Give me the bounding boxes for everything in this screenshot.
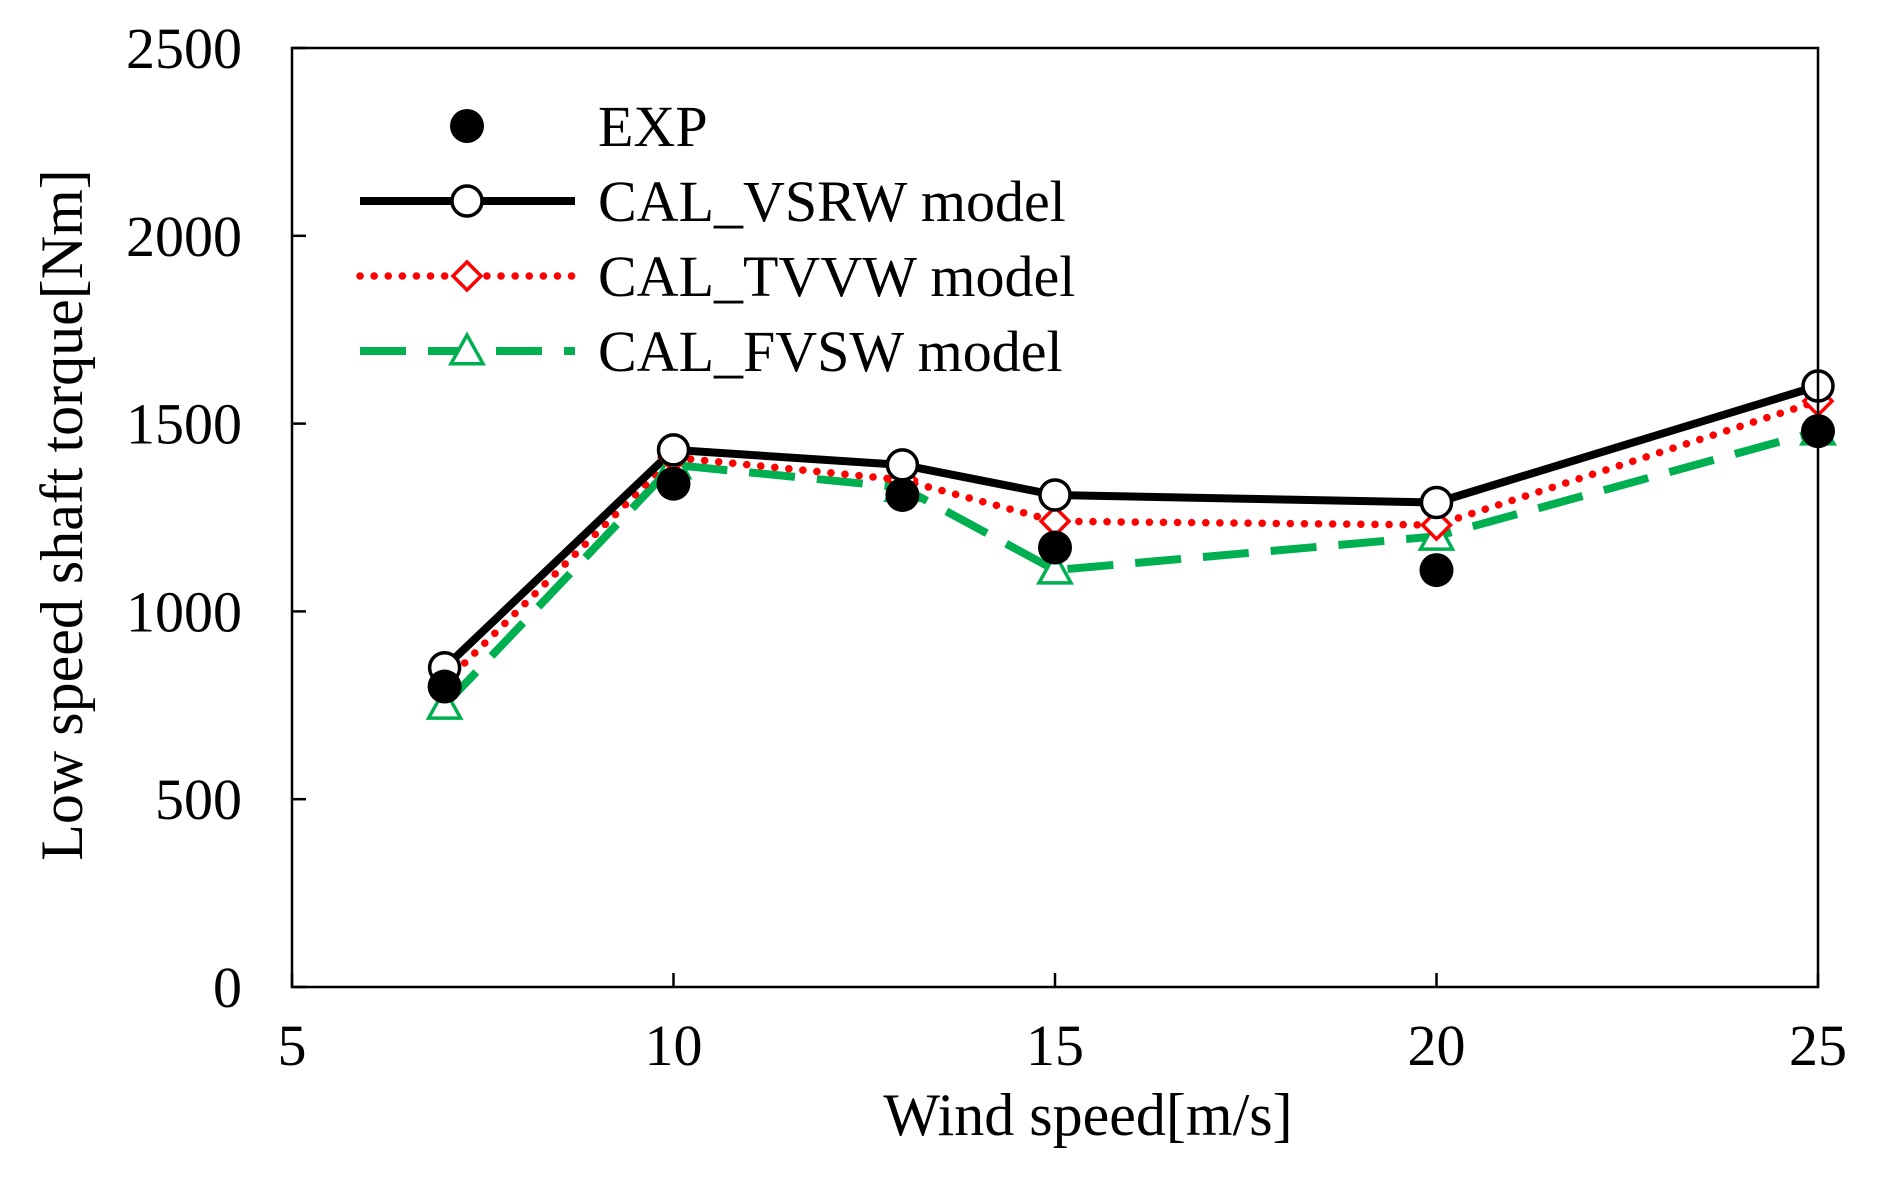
legend-item-1: CAL_VSRW model — [360, 169, 1066, 234]
y-tick-label-3: 1500 — [126, 392, 242, 457]
series-0-point-2 — [885, 477, 920, 512]
series-1-point-4 — [1419, 485, 1454, 520]
legend: EXP CAL_VSRW model CAL_TVVW model CAL_FVSW … — [356, 94, 1075, 384]
series-0-point-1 — [656, 466, 691, 501]
series-2-point-4 — [1420, 508, 1453, 542]
legend-marker-2 — [450, 259, 484, 293]
series-1-point-1 — [656, 433, 691, 467]
y-tick-label-4: 2000 — [126, 204, 242, 269]
x-tick-label-0: 5 — [278, 1013, 307, 1078]
axis-layer: 5 10 15 20 25 0 500 1000 1500 2000 2500 Wind speed[… — [29, 16, 1847, 1148]
legend-marker-0 — [450, 109, 484, 143]
y-tick-label-1: 500 — [155, 767, 242, 832]
x-tick-label-1: 10 — [645, 1013, 703, 1078]
series-1-point-3 — [1038, 478, 1072, 512]
y-axis-title: Low speed shaft torque[Nm] — [29, 169, 95, 860]
x-tick-label-3: 20 — [1408, 1013, 1466, 1078]
legend-label-1: CAL_VSRW model — [598, 169, 1066, 234]
legend-marker-3 — [448, 331, 486, 366]
series-layer — [425, 369, 1837, 720]
series-line-3 — [441, 427, 1820, 709]
legend-item-2: CAL_TVVW model — [356, 244, 1075, 309]
y-tick-label-5: 2500 — [126, 16, 242, 81]
legend-item-0: EXP — [450, 94, 708, 159]
series-1-point-2 — [885, 448, 920, 482]
series-0-point-4 — [1419, 553, 1454, 588]
legend-label-2: CAL_TVVW model — [598, 244, 1075, 309]
y-tick-label-0: 0 — [213, 955, 242, 1020]
y-tick-label-2: 1000 — [126, 579, 242, 644]
series-3-point-3 — [1036, 550, 1074, 585]
series-3-point-0 — [425, 685, 464, 720]
legend-label-3: CAL_FVSW model — [598, 319, 1063, 384]
x-axis-title: Wind speed[m/s] — [883, 1082, 1292, 1148]
series-line-1 — [441, 382, 1820, 671]
legend-marker-1 — [450, 184, 484, 218]
legend-item-3: CAL_FVSW model — [360, 319, 1063, 384]
x-tick-label-2: 15 — [1026, 1013, 1084, 1078]
x-tick-label-4: 25 — [1789, 1013, 1847, 1078]
series-line-2 — [440, 397, 1822, 687]
series-0-point-3 — [1038, 530, 1072, 565]
series-0-point-0 — [427, 669, 462, 704]
legend-label-0: EXP — [598, 94, 708, 159]
